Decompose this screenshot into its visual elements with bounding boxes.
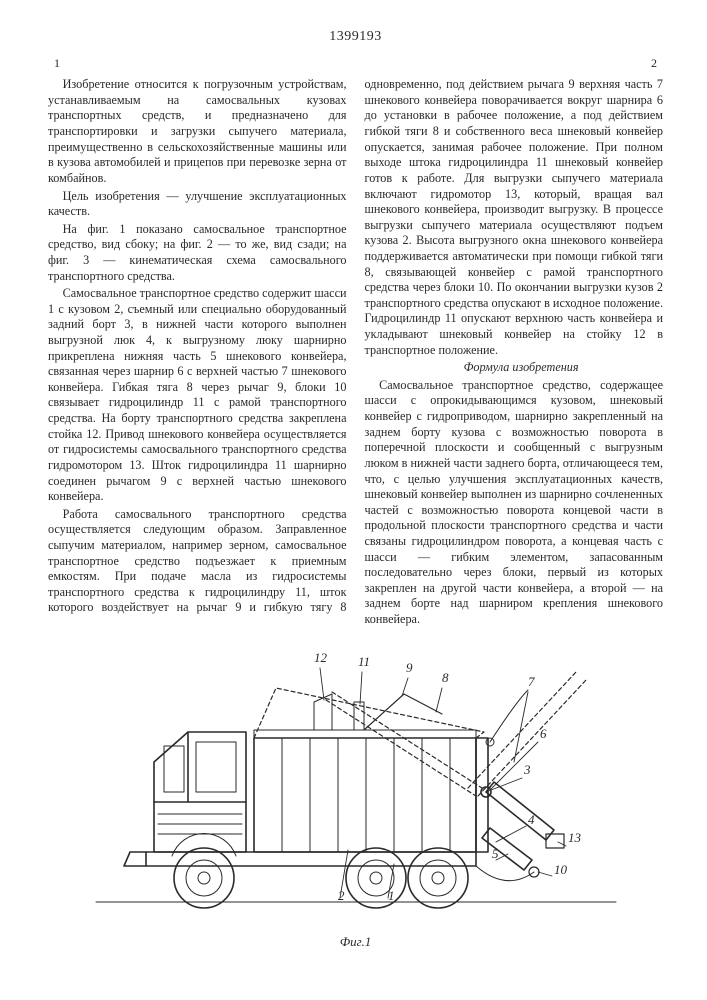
ref-label: 4 xyxy=(528,812,535,827)
ref-label: 9 xyxy=(406,660,413,675)
ref-label: 12 xyxy=(314,650,328,665)
ref-label: 13 xyxy=(568,830,582,845)
ref-label: 11 xyxy=(358,654,370,669)
paragraph: Изобретение относится к погрузочным устр… xyxy=(48,77,347,186)
ref-label: 7 xyxy=(528,674,535,689)
claims-heading: Формула изобретения xyxy=(365,360,664,376)
right-column-number: 2 xyxy=(651,56,657,71)
column-numbers: 1 2 xyxy=(54,56,657,71)
ref-label: 5 xyxy=(492,846,499,861)
body-columns: Изобретение относится к погрузочным устр… xyxy=(48,77,663,627)
truck-diagram-svg: 12119876345131012 xyxy=(76,642,636,932)
paragraph: Цель изобретения — улучшение эксплуатаци… xyxy=(48,189,347,220)
paragraph: Самосвальное транспортное средство содер… xyxy=(48,286,347,505)
ref-label: 6 xyxy=(540,726,547,741)
figure-1: 12119876345131012 Фиг.1 xyxy=(48,642,663,951)
left-column-number: 1 xyxy=(54,56,60,71)
claim-paragraph: Самосвальное транспортное средство, соде… xyxy=(365,378,664,628)
ref-label: 1 xyxy=(388,888,395,903)
page: 1399193 1 2 Изобретение относится к погр… xyxy=(0,0,707,970)
ref-label: 10 xyxy=(554,862,568,877)
paragraph: На фиг. 1 показано самосвальное транспор… xyxy=(48,222,347,284)
ref-label: 8 xyxy=(442,670,449,685)
document-number: 1399193 xyxy=(48,28,663,46)
ref-label: 2 xyxy=(338,888,345,903)
figure-caption: Фиг.1 xyxy=(48,934,663,951)
ref-label: 3 xyxy=(523,762,531,777)
